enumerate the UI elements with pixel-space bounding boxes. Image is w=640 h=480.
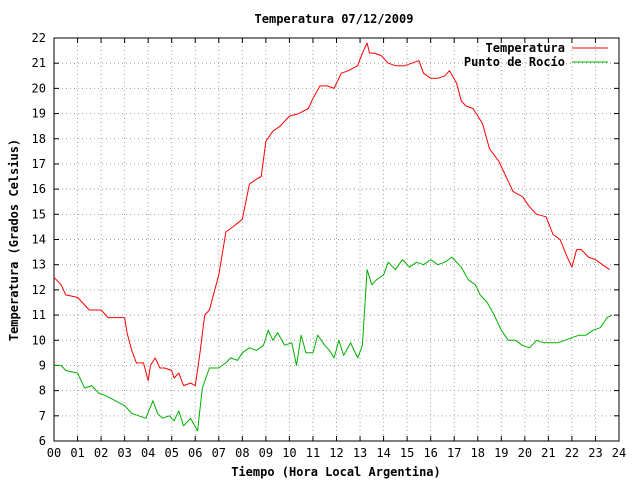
y-tick-label: 16 [32, 182, 46, 196]
x-tick-label: 16 [423, 446, 437, 460]
x-tick-label: 14 [376, 446, 390, 460]
x-tick-label: 05 [164, 446, 178, 460]
x-tick-label: 21 [541, 446, 555, 460]
x-tick-label: 19 [494, 446, 508, 460]
x-tick-label: 04 [141, 446, 155, 460]
x-tick-label: 09 [259, 446, 273, 460]
y-tick-label: 13 [32, 258, 46, 272]
x-tick-label: 23 [588, 446, 602, 460]
grid [54, 38, 619, 441]
legend: Temperatura Punto de Rocío [464, 41, 608, 69]
y-tick-label: 15 [32, 207, 46, 221]
x-tick-label: 11 [306, 446, 320, 460]
legend-label-temperatura: Temperatura [486, 41, 565, 55]
series-line-temperatura [53, 42, 610, 387]
chart-title: Temperatura 07/12/2009 [255, 12, 414, 26]
y-tick-label: 14 [32, 233, 46, 247]
y-tick-label: 11 [32, 308, 46, 322]
x-tick-label: 07 [212, 446, 226, 460]
x-tick-label: 17 [447, 446, 461, 460]
y-axis: 6 7 8 9 10 11 12 13 14 15 16 17 18 19 20 21 22 [32, 31, 619, 448]
x-tick-label: 24 [612, 446, 626, 460]
x-tick-label: 10 [282, 446, 296, 460]
y-tick-label: 19 [32, 107, 46, 121]
x-tick-label: 02 [94, 446, 108, 460]
y-tick-label: 7 [39, 409, 46, 423]
x-tick-label: 22 [565, 446, 579, 460]
x-axis-label: Tiempo (Hora Local Argentina) [231, 465, 441, 479]
y-tick-label: 8 [39, 384, 46, 398]
y-tick-label: 20 [32, 81, 46, 95]
x-tick-label: 08 [235, 446, 249, 460]
legend-label-punto-de-rocio: Punto de Rocío [464, 55, 565, 69]
x-tick-label: 00 [47, 446, 61, 460]
x-tick-label: 12 [329, 446, 343, 460]
x-axis: 00 01 02 03 04 05 06 07 08 09 10 11 12 13 14 15 16 17 18 19… [47, 38, 626, 460]
x-tick-label: 06 [188, 446, 202, 460]
y-tick-label: 22 [32, 31, 46, 45]
y-tick-label: 17 [32, 157, 46, 171]
x-tick-label: 01 [70, 446, 84, 460]
series-line-punto-de-rocio [54, 256, 613, 432]
series-layer [53, 42, 613, 432]
y-tick-label: 10 [32, 333, 46, 347]
x-tick-label: 18 [471, 446, 485, 460]
y-tick-label: 21 [32, 56, 46, 70]
y-tick-label: 12 [32, 283, 46, 297]
x-tick-label: 03 [117, 446, 131, 460]
x-tick-label: 20 [518, 446, 532, 460]
y-axis-label: Temperatura (Grados Celsius) [7, 139, 21, 341]
x-tick-label: 13 [353, 446, 367, 460]
y-tick-label: 6 [39, 434, 46, 448]
y-tick-label: 18 [32, 132, 46, 146]
y-tick-label: 9 [39, 358, 46, 372]
x-tick-label: 15 [400, 446, 414, 460]
